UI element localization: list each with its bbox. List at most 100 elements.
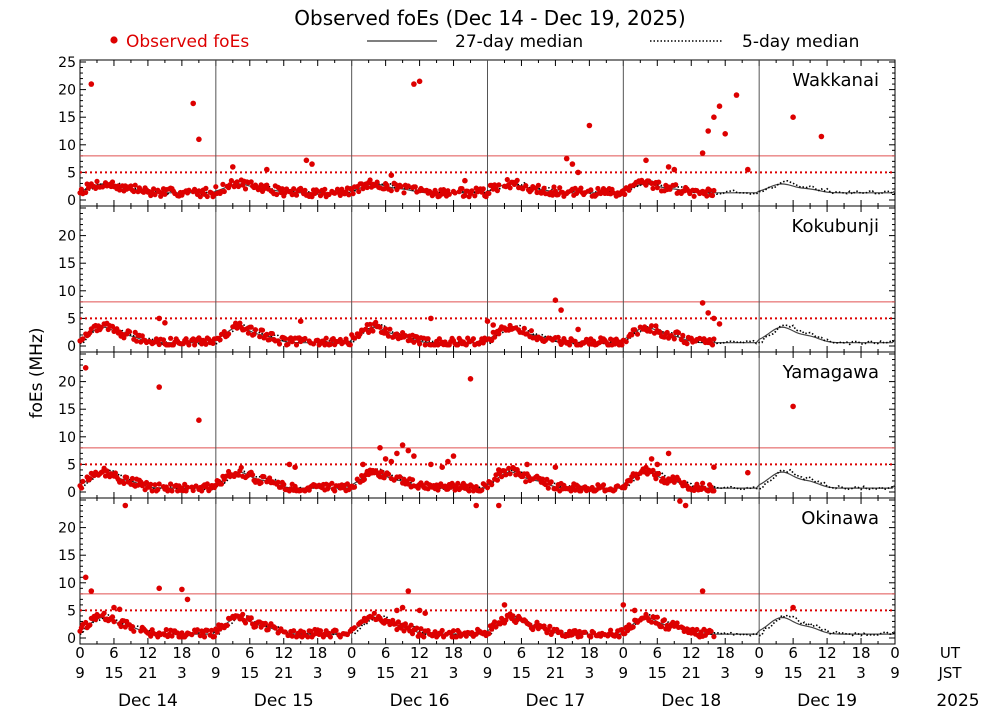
observed-point bbox=[450, 453, 457, 459]
observed-point bbox=[557, 185, 563, 191]
y-tick-label: 20 bbox=[58, 521, 76, 537]
observed-point bbox=[387, 326, 393, 332]
observed-point bbox=[711, 187, 717, 194]
observed-point bbox=[411, 453, 417, 459]
observed-point bbox=[709, 342, 716, 348]
observed-point bbox=[382, 456, 389, 462]
observed-point bbox=[524, 461, 530, 468]
observed-point bbox=[204, 481, 210, 487]
observed-point bbox=[435, 487, 441, 493]
observed-point bbox=[521, 325, 527, 331]
observed-point bbox=[285, 341, 291, 347]
observed-point bbox=[479, 487, 485, 493]
chart-title: Observed foEs (Dec 14 - Dec 19, 2025) bbox=[294, 6, 685, 30]
day-label: Dec 17 bbox=[525, 691, 585, 711]
x-tick-ut: 18 bbox=[851, 644, 870, 662]
observed-point bbox=[88, 588, 95, 594]
observed-point bbox=[456, 629, 462, 635]
observed-point bbox=[627, 478, 634, 484]
observed-point bbox=[545, 485, 551, 491]
observed-point bbox=[378, 469, 384, 475]
observed-point bbox=[453, 634, 459, 640]
observed-point bbox=[264, 166, 270, 173]
observed-point bbox=[156, 315, 162, 322]
observed-point bbox=[501, 468, 508, 474]
observed-point bbox=[623, 339, 629, 345]
observed-point bbox=[588, 187, 594, 193]
observed-point bbox=[467, 376, 474, 382]
observed-point bbox=[252, 327, 259, 333]
observed-point bbox=[179, 586, 185, 593]
observed-point bbox=[261, 474, 267, 480]
observed-point bbox=[162, 320, 168, 326]
observed-point bbox=[367, 321, 373, 327]
observed-point bbox=[364, 184, 370, 191]
x-tick-ut: 6 bbox=[517, 644, 527, 662]
y-tick-label: 0 bbox=[67, 485, 76, 501]
observed-point bbox=[654, 614, 660, 620]
x-tick-ut: 6 bbox=[653, 644, 663, 662]
y-tick-label: 5 bbox=[67, 311, 76, 327]
observed-point bbox=[235, 183, 242, 190]
jst-label: JST bbox=[937, 664, 962, 682]
observed-point bbox=[293, 342, 300, 348]
observed-point bbox=[199, 488, 205, 494]
observed-point bbox=[559, 189, 566, 195]
observed-point bbox=[224, 622, 230, 629]
y-tick-label: 25 bbox=[58, 55, 76, 71]
observed-point bbox=[428, 461, 434, 468]
observed-point bbox=[168, 335, 174, 341]
observed-point bbox=[272, 625, 278, 631]
observed-point bbox=[250, 472, 256, 478]
observed-point bbox=[155, 487, 161, 493]
x-tick-ut: 6 bbox=[788, 644, 798, 662]
observed-point bbox=[673, 182, 679, 188]
observed-point bbox=[258, 480, 264, 486]
observed-point bbox=[428, 315, 434, 322]
observed-point bbox=[523, 479, 529, 485]
observed-point bbox=[708, 484, 714, 490]
observed-point bbox=[422, 610, 429, 616]
y-axis-label: foEs (MHz) bbox=[27, 327, 47, 418]
observed-point bbox=[194, 627, 200, 633]
observed-point bbox=[265, 627, 271, 633]
y-tick-label: 10 bbox=[58, 138, 76, 154]
observed-point bbox=[414, 625, 420, 631]
day-label: Dec 15 bbox=[254, 691, 314, 711]
observed-point bbox=[620, 602, 627, 608]
observed-point bbox=[496, 331, 502, 337]
observed-point bbox=[643, 182, 649, 188]
x-tick-ut: 18 bbox=[716, 644, 735, 662]
x-tick-ut: 6 bbox=[381, 644, 391, 662]
observed-point bbox=[267, 475, 273, 481]
observed-points bbox=[77, 297, 723, 348]
observed-point bbox=[616, 634, 622, 640]
observed-point bbox=[649, 619, 655, 625]
observed-point bbox=[274, 191, 280, 198]
x-tick-ut: 0 bbox=[754, 644, 764, 662]
observed-point bbox=[547, 623, 553, 629]
observed-point bbox=[634, 475, 641, 481]
observed-point bbox=[700, 480, 706, 486]
observed-point bbox=[302, 335, 308, 342]
observed-point bbox=[327, 341, 333, 347]
observed-point bbox=[101, 610, 107, 616]
observed-point bbox=[124, 474, 130, 481]
observed-point bbox=[455, 480, 461, 486]
observed-point bbox=[653, 476, 659, 482]
observed-point bbox=[204, 627, 210, 633]
observed-point bbox=[586, 122, 593, 129]
observed-point bbox=[394, 450, 400, 457]
observed-point bbox=[230, 164, 236, 170]
observed-point bbox=[563, 155, 570, 162]
observed-point bbox=[169, 633, 175, 639]
observed-point bbox=[711, 315, 717, 322]
x-tick-ut: 12 bbox=[682, 644, 701, 662]
observed-point bbox=[472, 193, 478, 199]
observed-point bbox=[576, 628, 583, 635]
observed-point bbox=[619, 342, 625, 348]
observed-point bbox=[691, 193, 697, 199]
observed-point bbox=[95, 613, 101, 619]
observed-point bbox=[197, 194, 203, 200]
observed-point bbox=[470, 336, 476, 342]
